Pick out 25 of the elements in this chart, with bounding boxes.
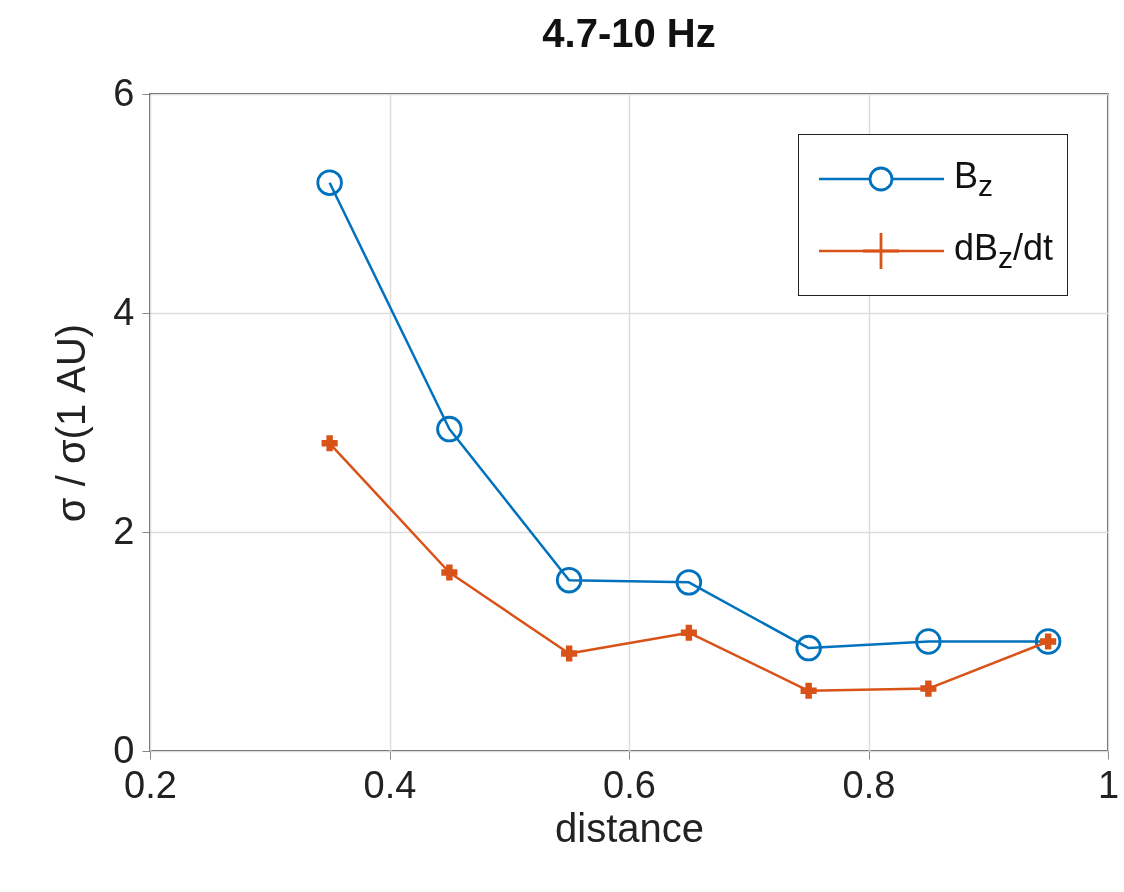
point	[321, 435, 338, 452]
chart-title: 4.7-10 Hz	[542, 11, 716, 55]
point	[1034, 628, 1062, 655]
y-axis-title: σ / σ(1 AU)	[49, 323, 94, 523]
x-tick-label: 0.4	[363, 763, 417, 806]
point	[795, 634, 822, 662]
point	[316, 169, 343, 196]
y-tick-label: 2	[113, 509, 135, 552]
x-axis-title: distance	[555, 805, 704, 850]
point	[920, 680, 937, 697]
point	[436, 415, 463, 443]
point	[561, 645, 578, 662]
x-tick-label: 1	[1097, 763, 1120, 806]
point	[680, 624, 697, 641]
point	[800, 682, 817, 699]
y-tick-label: 4	[113, 290, 135, 333]
x-tick-label: 0.6	[603, 763, 656, 806]
point	[555, 566, 583, 594]
point	[675, 569, 703, 596]
x-tick-label: 0.8	[842, 763, 896, 806]
point	[441, 564, 458, 581]
legend-label: dB$_{z}$/dt	[953, 226, 1053, 276]
legend-label: B$_{z}$	[953, 154, 993, 204]
point	[915, 628, 942, 655]
y-tick-label: 6	[113, 71, 135, 114]
